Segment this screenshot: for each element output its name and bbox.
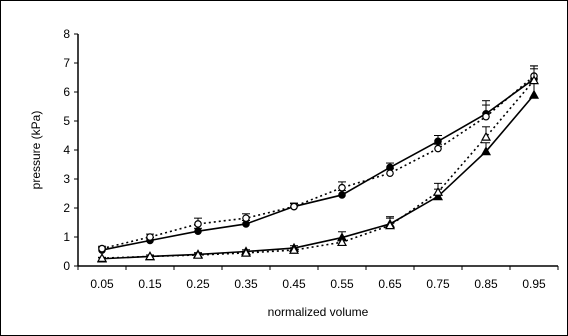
x-tick-label: 0.95 — [522, 277, 546, 291]
data-point — [384, 220, 396, 230]
data-point — [242, 214, 250, 222]
y-tick-label: 3 — [63, 172, 70, 186]
data-point — [240, 247, 252, 257]
series-layer — [96, 65, 540, 263]
y-tick-label: 2 — [63, 201, 70, 215]
data-point — [338, 183, 346, 192]
data-point — [98, 244, 106, 253]
series-line — [101, 94, 535, 260]
data-point — [386, 169, 394, 178]
data-point — [194, 227, 202, 236]
y-tick-label: 1 — [63, 230, 70, 244]
y-tick-label: 0 — [63, 259, 70, 273]
series-1 — [98, 65, 538, 254]
x-tick-label: 0.15 — [138, 277, 162, 291]
data-point — [288, 244, 300, 254]
y-tick-label: 5 — [63, 114, 70, 128]
series-3 — [96, 82, 540, 263]
data-point — [480, 146, 492, 156]
series-line — [101, 79, 535, 259]
series-4 — [96, 68, 540, 262]
x-tick-label: 0.75 — [426, 277, 450, 291]
y-tick-label: 6 — [63, 85, 70, 99]
x-tick-label: 0.85 — [474, 277, 498, 291]
data-point — [336, 236, 348, 247]
x-tick-label: 0.25 — [186, 277, 210, 291]
x-tick-label: 0.05 — [90, 277, 114, 291]
data-point — [432, 191, 444, 201]
y-tick-label: 7 — [63, 56, 70, 70]
data-point — [194, 220, 202, 228]
x-axis-ticks: 0.05 0.15 0.25 0.35 0.45 0.55 0.65 0.75 0.85 0.95 — [77, 266, 559, 291]
x-axis-title: normalized volume — [268, 305, 369, 319]
x-tick-label: 0.65 — [378, 277, 402, 291]
x-tick-label: 0.45 — [282, 277, 306, 291]
data-point — [434, 137, 442, 146]
data-point — [528, 89, 540, 99]
data-point — [432, 186, 444, 196]
series-line — [101, 75, 535, 250]
data-point — [192, 249, 204, 259]
data-point — [96, 252, 108, 262]
data-point — [434, 144, 442, 153]
series-line — [101, 78, 535, 251]
data-point — [482, 112, 490, 121]
data-point — [146, 233, 154, 241]
data-point — [338, 191, 346, 199]
y-tick-label: 4 — [63, 143, 70, 157]
y-axis-ticks: 0 1 2 3 4 5 6 7 8 — [63, 27, 78, 273]
y-tick-label: 8 — [63, 27, 70, 41]
series-2 — [98, 65, 538, 253]
x-tick-label: 0.35 — [234, 277, 258, 291]
y-axis-title: pressure (kPa) — [29, 111, 43, 190]
data-point — [528, 75, 540, 85]
x-tick-label: 0.55 — [330, 277, 354, 291]
data-point — [480, 131, 492, 141]
data-point — [144, 251, 156, 261]
data-point — [290, 202, 298, 211]
